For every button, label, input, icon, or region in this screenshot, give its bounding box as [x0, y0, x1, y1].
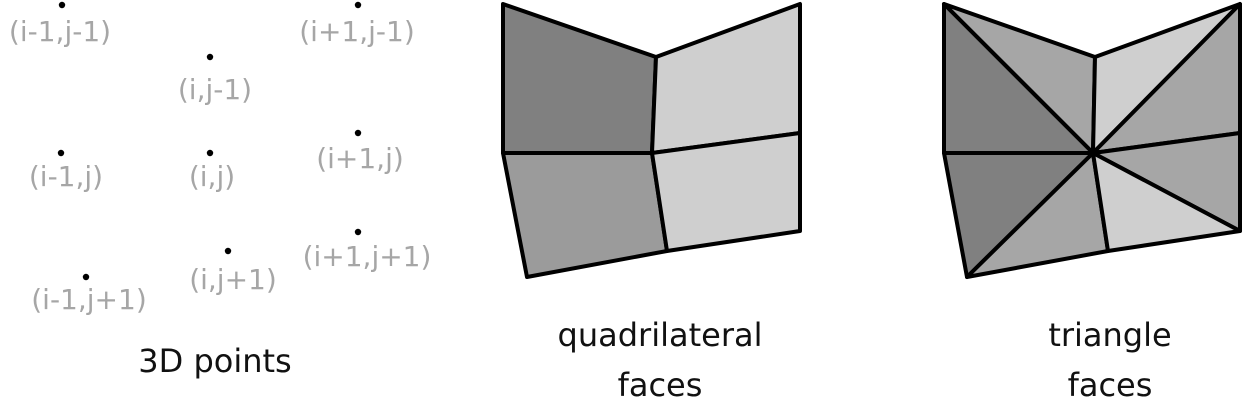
point-dot-p-ip1-j [354, 129, 362, 137]
quad-caption-line2: faces [618, 366, 703, 404]
quad-mesh [501, 2, 802, 279]
point-label-p-ip1-j: (i+1,j) [316, 142, 404, 175]
quad-face-top-left [501, 2, 658, 155]
point-label-p-im1-j: (i-1,j) [29, 160, 103, 193]
point-dot-p-i-jm1 [206, 53, 214, 61]
point-dot-p-i-j [206, 149, 214, 157]
tri-face-bottom-right-lower [1091, 151, 1242, 253]
point-label-p-i-j: (i,j) [189, 160, 235, 193]
point-label-p-ip1-jm1: (i+1,j-1) [299, 15, 415, 48]
points-caption: 3D points [138, 342, 291, 380]
quad-face-top-right [650, 2, 802, 155]
point-dot-p-im1-jp1 [82, 273, 90, 281]
points-panel: (i-1,j-1) (i,j-1) (i+1,j-1) (i-1,j) (i,j) (i+… [9, 1, 432, 316]
point-label-p-ip1-jp1: (i+1,j+1) [303, 240, 432, 273]
point-dot-p-ip1-jm1 [354, 1, 362, 9]
quad-face-bottom-left [501, 151, 669, 279]
quad-caption-line1: quadrilateral [558, 316, 763, 354]
point-label-p-im1-jm1: (i-1,j-1) [9, 15, 111, 48]
triangle-mesh [942, 2, 1242, 279]
point-dot-p-im1-j [57, 149, 65, 157]
point-dot-p-i-jp1 [224, 247, 232, 255]
point-label-p-im1-jp1: (i-1,j+1) [31, 283, 147, 316]
point-label-p-i-jp1: (i,j+1) [189, 263, 277, 296]
point-dot-p-im1-jm1 [58, 1, 66, 9]
tri-caption-line1: triangle [1048, 316, 1171, 354]
point-label-p-i-jm1: (i,j-1) [178, 73, 252, 106]
quad-face-bottom-right [650, 131, 802, 253]
tri-caption-line2: faces [1068, 366, 1153, 404]
point-dot-p-ip1-jp1 [354, 228, 362, 236]
